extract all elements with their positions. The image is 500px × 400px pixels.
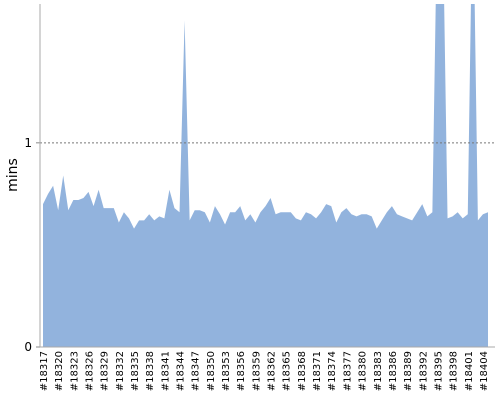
x-tick-label: #18335 [130,351,141,391]
x-tick-label: #18338 [145,351,156,391]
area [43,4,488,347]
x-tick-label: #18320 [54,351,65,391]
x-tick-label: #18380 [358,351,369,391]
x-tick-label: #18404 [479,351,490,391]
x-tick-label: #18347 [191,351,202,391]
x-tick-label: #18362 [267,351,278,391]
x-tick-label: #18326 [85,351,96,391]
x-tick-label: #18365 [282,351,293,391]
x-tick-label: #18341 [160,351,171,391]
x-tick-label: #18353 [221,351,232,391]
x-tick-label: #18386 [388,351,399,391]
x-tick-label: #18383 [373,351,384,391]
x-tick-label: #18371 [312,351,323,391]
x-tick-label: #18395 [433,351,444,391]
x-tick-label: #18374 [327,351,338,391]
x-tick-label: #18401 [464,351,475,391]
y-tick-label: 1 [24,136,32,150]
x-tick-label: #18389 [403,351,414,391]
x-tick-label: #18359 [251,351,262,391]
x-tick-label: #18377 [342,351,353,391]
x-tick-label: #18398 [449,351,460,391]
y-axis-label: mins [5,158,21,192]
x-tick-label: #18392 [418,351,429,391]
x-tick-label: #18323 [69,351,80,391]
y-tick-label: 0 [24,340,32,354]
x-tick-label: #18344 [176,351,187,391]
x-tick-label: #18368 [297,351,308,391]
x-tick-label: #18329 [100,351,111,391]
x-tick-label: #18317 [39,351,50,391]
x-tick-label: #18332 [115,351,126,391]
plot-area [43,4,488,347]
x-tick-label: #18356 [236,351,247,391]
x-tick-label: #18350 [206,351,217,391]
